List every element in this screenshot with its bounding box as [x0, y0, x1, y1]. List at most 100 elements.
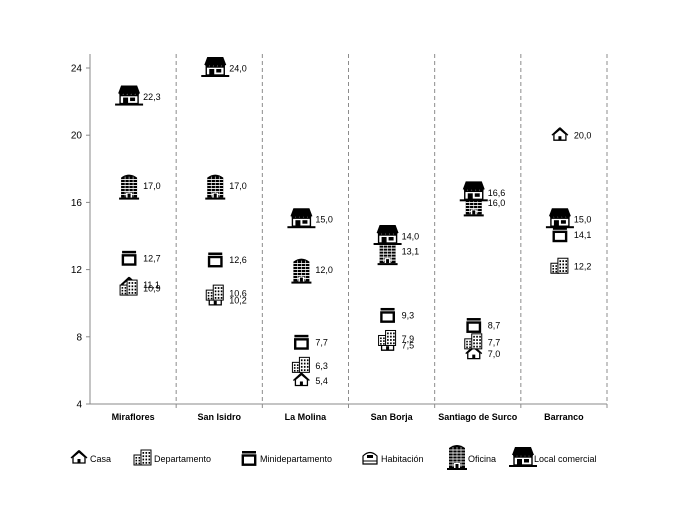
- series-local-comercial: 22,3 24,0 15,0 14,0 16,6 15,0: [115, 57, 591, 245]
- apartment-building-icon: [464, 333, 483, 350]
- data-label: 7,5: [402, 341, 415, 351]
- storefront-icon: [115, 85, 144, 106]
- data-label: 12,0: [315, 265, 333, 275]
- legend-item: Departamento: [133, 449, 211, 466]
- storefront-icon: [201, 57, 230, 77]
- office-tower-icon: [205, 174, 226, 200]
- legend-label: Local comercial: [534, 454, 597, 464]
- mini-apartment-icon: [552, 227, 568, 243]
- office-tower-icon: [119, 174, 140, 200]
- category-label: Miraflores: [112, 412, 155, 422]
- house-icon: [551, 127, 569, 141]
- data-point: 7,7: [464, 333, 500, 350]
- apartment-building-icon: [205, 284, 224, 301]
- data-label: 12,2: [574, 262, 592, 272]
- y-tick-label: 8: [76, 332, 82, 343]
- data-label: 17,0: [229, 181, 247, 191]
- legend-item: Habitación: [362, 451, 424, 465]
- data-point: 15,0: [545, 208, 592, 229]
- category-label: Barranco: [544, 412, 584, 422]
- data-point: 6,3: [291, 356, 328, 373]
- data-label: 7,0: [488, 349, 501, 359]
- data-point: 12,7: [121, 250, 161, 266]
- data-label: 8,7: [488, 321, 501, 331]
- office-tower-icon: [291, 258, 312, 284]
- legend: Casa Departamento Minidepartamento Habitaci…: [70, 445, 597, 470]
- data-label: 6,3: [315, 361, 328, 371]
- office-tower-icon: [447, 445, 467, 470]
- data-label: 24,0: [229, 64, 247, 74]
- legend-item: Minidepartamento: [241, 451, 332, 466]
- storefront-icon: [459, 181, 488, 202]
- data-label: 14,0: [402, 232, 420, 242]
- y-tick-label: 4: [76, 400, 82, 411]
- apartment-building-icon: [119, 279, 138, 296]
- category-label: Santiago de Surco: [438, 412, 518, 422]
- data-point: 17,0: [205, 174, 247, 200]
- mini-apartment-icon: [380, 307, 395, 323]
- data-label: 7,9: [402, 334, 415, 344]
- y-tick-label: 20: [71, 131, 83, 142]
- storefront-icon: [545, 208, 574, 229]
- legend-label: Departamento: [154, 454, 211, 464]
- mini-apartment-icon: [466, 318, 482, 333]
- data-point: 17,0: [119, 174, 161, 200]
- y-tick-label: 24: [71, 64, 83, 75]
- plot-area: 11,110,25,47,57,020,010,910,66,37,9 7,712…: [115, 57, 592, 387]
- y-tick-label: 16: [71, 198, 83, 209]
- legend-label: Casa: [90, 454, 111, 464]
- house-icon: [292, 372, 310, 387]
- legend-item: Oficina: [447, 445, 496, 470]
- data-point: 20,0: [551, 127, 591, 141]
- data-point: 8,7: [466, 318, 501, 333]
- data-label: 14,1: [574, 230, 592, 240]
- data-point: 22,3: [115, 85, 161, 106]
- data-label: 16,0: [488, 198, 506, 208]
- data-label: 15,0: [574, 215, 592, 225]
- storefront-icon: [509, 447, 537, 467]
- data-point: 7,9: [378, 329, 415, 346]
- apartment-building-icon: [550, 257, 569, 274]
- data-label: 5,4: [315, 376, 328, 386]
- apartment-building-icon: [291, 356, 310, 373]
- data-point: 15,0: [287, 208, 333, 229]
- data-label: 10,6: [229, 289, 247, 299]
- data-label: 16,6: [488, 188, 506, 198]
- data-point: 13,1: [377, 240, 420, 266]
- data-label: 9,3: [402, 310, 415, 320]
- data-label: 10,9: [143, 284, 161, 294]
- series-minidepartamento: 12,7 12,6 7,7 9,3 8,7 14,1: [121, 227, 592, 350]
- data-point: 12,6: [207, 252, 247, 268]
- data-point: 12,2: [550, 257, 592, 274]
- office-tower-icon: [377, 240, 398, 266]
- data-label: 15,0: [315, 215, 333, 225]
- apartment-building-icon: [378, 329, 397, 346]
- data-point: 16,6: [459, 181, 506, 202]
- mini-apartment-icon: [241, 451, 257, 466]
- data-label: 12,6: [229, 255, 247, 265]
- series-departamento: 10,9 10,6 6,3 7,9 7,7 12,2: [119, 257, 592, 373]
- house-icon: [70, 450, 88, 464]
- legend-item: Local comercial: [509, 447, 597, 467]
- legend-label: Minidepartamento: [260, 454, 332, 464]
- category-label: San Isidro: [197, 412, 241, 422]
- data-label: 22,3: [143, 92, 161, 102]
- series-casa: 11,1 10,2 5,4 7,5 7,0 20,0: [120, 127, 591, 387]
- room-icon: [362, 451, 378, 465]
- category-label: La Molina: [285, 412, 327, 422]
- data-label: 13,1: [402, 247, 420, 257]
- data-point: 24,0: [201, 57, 247, 77]
- data-label: 12,7: [143, 253, 161, 263]
- mini-apartment-icon: [294, 334, 309, 350]
- mini-apartment-icon: [207, 252, 223, 268]
- data-label: 10,2: [229, 295, 247, 305]
- data-point: 5,4: [292, 372, 328, 387]
- storefront-icon: [287, 208, 316, 229]
- data-point: 10,6: [205, 284, 247, 301]
- y-tick-label: 12: [71, 265, 83, 276]
- data-label: 11,1: [143, 280, 160, 290]
- data-point: 12,0: [291, 258, 333, 284]
- data-point: 14,0: [373, 225, 420, 245]
- data-label: 17,0: [143, 181, 161, 191]
